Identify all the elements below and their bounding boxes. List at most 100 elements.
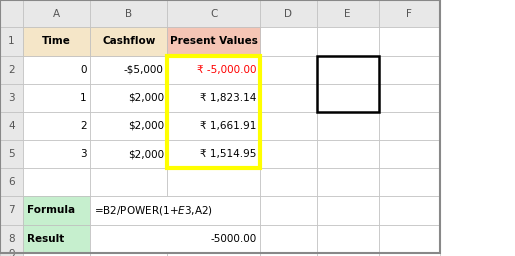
- Bar: [317, 56, 379, 112]
- Text: $2,000: $2,000: [128, 149, 164, 159]
- Text: Result: Result: [27, 233, 64, 244]
- Bar: [23, 253, 90, 256]
- Bar: [260, 84, 317, 112]
- Bar: [23, 56, 90, 84]
- Bar: [0, 253, 23, 256]
- Bar: [317, 196, 379, 225]
- Text: C: C: [210, 9, 217, 19]
- Bar: [0, 225, 23, 253]
- Bar: [260, 168, 317, 196]
- Text: =B2/POWER(1+$E$3,A2): =B2/POWER(1+$E$3,A2): [94, 204, 213, 217]
- Bar: [90, 225, 167, 253]
- Text: 8: 8: [8, 233, 15, 244]
- Bar: [0, 140, 23, 168]
- Bar: [23, 27, 90, 56]
- Bar: [90, 112, 167, 140]
- Bar: [260, 56, 317, 84]
- Bar: [167, 196, 260, 225]
- Text: 2: 2: [80, 121, 87, 131]
- Bar: [167, 56, 260, 84]
- Bar: [317, 140, 379, 168]
- Bar: [260, 225, 317, 253]
- Bar: [317, 84, 379, 112]
- Bar: [379, 196, 440, 225]
- Bar: [167, 253, 260, 256]
- Bar: [379, 225, 440, 253]
- Bar: [23, 84, 90, 112]
- Bar: [260, 140, 317, 168]
- Text: 1: 1: [8, 36, 15, 47]
- Bar: [90, 140, 167, 168]
- Bar: [90, 253, 167, 256]
- Bar: [23, 168, 90, 196]
- Bar: [0, 196, 23, 225]
- Bar: [23, 0, 90, 27]
- Bar: [167, 168, 260, 196]
- Bar: [23, 225, 90, 253]
- Bar: [0, 27, 23, 56]
- Bar: [317, 168, 379, 196]
- Bar: [90, 84, 167, 112]
- Bar: [90, 27, 167, 56]
- Bar: [0, 84, 23, 112]
- Text: 0: 0: [80, 65, 87, 75]
- Bar: [379, 112, 440, 140]
- Bar: [90, 168, 167, 196]
- Bar: [379, 0, 440, 27]
- Text: -$5,000: -$5,000: [124, 65, 164, 75]
- Bar: [0, 56, 23, 84]
- Bar: [90, 196, 167, 225]
- Text: F: F: [406, 9, 413, 19]
- Bar: [260, 27, 317, 56]
- Bar: [0, 112, 23, 140]
- Text: 3: 3: [8, 93, 15, 103]
- Bar: [167, 84, 260, 112]
- Bar: [317, 27, 379, 56]
- Bar: [379, 84, 440, 112]
- Bar: [167, 112, 260, 140]
- Text: ₹ 1,661.91: ₹ 1,661.91: [200, 121, 256, 131]
- Text: $2,000: $2,000: [128, 121, 164, 131]
- Bar: [90, 56, 167, 84]
- Bar: [23, 140, 90, 168]
- Bar: [260, 112, 317, 140]
- Bar: [317, 112, 379, 140]
- Bar: [260, 0, 317, 27]
- Bar: [317, 253, 379, 256]
- Text: ₹ 1,823.14: ₹ 1,823.14: [200, 93, 256, 103]
- Bar: [379, 56, 440, 84]
- Bar: [379, 140, 440, 168]
- Text: 7: 7: [8, 205, 15, 216]
- Text: D: D: [284, 9, 293, 19]
- Bar: [167, 225, 260, 253]
- Text: A: A: [53, 9, 60, 19]
- Bar: [379, 168, 440, 196]
- Bar: [167, 27, 260, 56]
- Bar: [90, 0, 167, 27]
- Text: 2: 2: [8, 65, 15, 75]
- Bar: [23, 196, 90, 225]
- Bar: [90, 196, 260, 225]
- Text: ₹ 1,514.95: ₹ 1,514.95: [200, 149, 256, 159]
- Text: Time: Time: [42, 36, 71, 47]
- Text: 4: 4: [8, 121, 15, 131]
- Text: B: B: [125, 9, 132, 19]
- Text: $2,000: $2,000: [128, 93, 164, 103]
- Bar: [317, 56, 379, 84]
- Bar: [23, 27, 90, 56]
- Text: IRR: IRR: [337, 65, 358, 75]
- Text: 3: 3: [80, 149, 87, 159]
- Bar: [167, 0, 260, 27]
- Text: 1: 1: [80, 93, 87, 103]
- Bar: [23, 196, 90, 225]
- Text: Present Values: Present Values: [170, 36, 258, 47]
- Bar: [90, 27, 167, 56]
- Text: -5000.00: -5000.00: [210, 233, 256, 244]
- Bar: [0, 0, 440, 253]
- Bar: [23, 112, 90, 140]
- Bar: [167, 140, 260, 168]
- Text: Formula: Formula: [27, 205, 75, 216]
- Text: 5: 5: [8, 149, 15, 159]
- Bar: [260, 196, 317, 225]
- Bar: [167, 27, 260, 56]
